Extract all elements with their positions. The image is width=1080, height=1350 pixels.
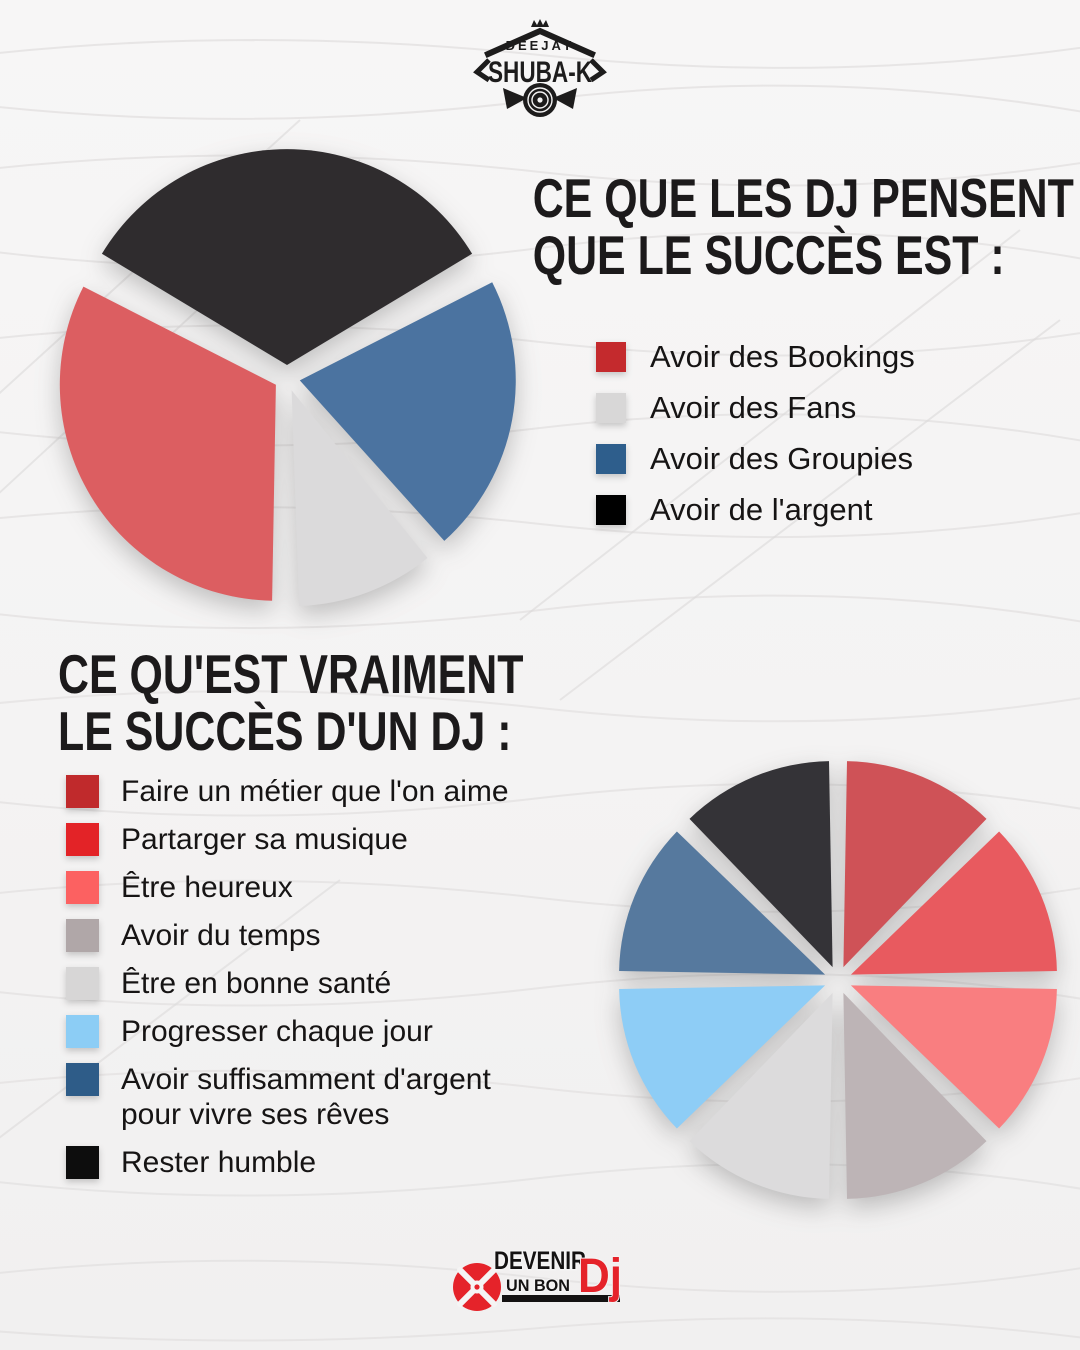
deejay-shubak-logo: DEEJAY SHUBA-K — [473, 19, 607, 117]
legend-item-musique: Partarger sa musique — [66, 822, 566, 857]
pie-slice-partarger-sa-musique — [850, 831, 1057, 975]
pie-slice-avoir-de-l-argent — [101, 149, 473, 365]
legend-label-musique: Partarger sa musique — [121, 823, 408, 856]
legend-swatch-sante — [66, 967, 99, 1000]
legend-label-temps: Avoir du temps — [121, 919, 321, 952]
legend-label-metier: Faire un métier que l'on aime — [121, 775, 509, 808]
legend-swatch-argent-reves — [66, 1063, 99, 1096]
section1-title: CE QUE LES DJ PENSENT QUE LE SUCCÈS EST … — [470, 167, 1074, 286]
legend-swatch-temps — [66, 919, 99, 952]
devenir-un-bon-dj-logo: DEVENIR UN BON Dj — [453, 1246, 623, 1311]
footer-logo-line2: UN BON — [506, 1276, 570, 1295]
pie-slice-rester-humble — [689, 761, 833, 968]
legend-label-argent: Avoir de l'argent — [650, 492, 873, 527]
legend-label-bookings: Avoir des Bookings — [650, 339, 915, 374]
legend-item-bookings: Avoir des Bookings — [596, 340, 915, 374]
legend-item-metier: Faire un métier que l'on aime — [66, 774, 566, 809]
legend-item-humble: Rester humble — [66, 1145, 566, 1180]
legend-label-fans: Avoir des Fans — [650, 390, 857, 425]
legend-swatch-groupies — [596, 444, 626, 474]
footer-logo-dj: Dj — [578, 1250, 622, 1303]
legend-item-temps: Avoir du temps — [66, 918, 566, 953]
pie-slice-progresser-chaque-jour — [619, 985, 826, 1129]
pie-slice-avoir-des-bookings — [59, 286, 276, 601]
footer-logo-underline — [502, 1295, 620, 1302]
legend-item-groupies: Avoir des Groupies — [596, 442, 915, 476]
legend-swatch-metier — [66, 775, 99, 808]
pie-slice-etre-heureux — [850, 985, 1057, 1129]
pie-chart-real-dj-success — [619, 761, 1057, 1199]
crown-icon — [531, 19, 549, 27]
section1-title-line2: QUE LE SUCCÈS EST : — [532, 224, 1005, 286]
section1-title-line1: CE QUE LES DJ PENSENT — [532, 167, 1074, 229]
section2-title: CE QU'EST VRAIMENT LE SUCCÈS D'UN DJ : — [58, 646, 618, 760]
section1-legend: Avoir des Bookings Avoir des Fans Avoir … — [596, 340, 915, 544]
pie-chart-what-djs-think — [59, 149, 516, 606]
legend-label-argent-reves: Avoir suffisamment d'argent pour vivre s… — [121, 1063, 491, 1131]
pie-slice-avoir-des-fans — [291, 390, 428, 606]
section2-title-line1: CE QU'EST VRAIMENT — [58, 643, 524, 705]
legend-label-groupies: Avoir des Groupies — [650, 441, 914, 476]
legend-item-fans: Avoir des Fans — [596, 391, 915, 425]
vinyl-disc-icon — [453, 1263, 501, 1311]
pie-slice-faire-un-metier-que-l-on-aime — [843, 761, 987, 968]
legend-swatch-bookings — [596, 342, 626, 372]
pie-slice-avoir-suffisamment-d-argent-pour-vivre-ses-reves — [619, 831, 826, 975]
legend-label-humble: Rester humble — [121, 1146, 317, 1179]
badge-top-text: DEEJAY — [506, 38, 575, 53]
vinyl-icon — [503, 83, 577, 117]
pie-slice-etre-en-bonne-sante — [689, 992, 833, 1199]
pie-slice-avoir-du-temps — [843, 992, 987, 1199]
legend-item-progresser: Progresser chaque jour — [66, 1014, 566, 1049]
legend-swatch-fans — [596, 393, 626, 423]
footer-logo-line1: DEVENIR — [494, 1247, 586, 1275]
legend-label-progresser: Progresser chaque jour — [121, 1015, 433, 1048]
legend-label-sante: Être en bonne santé — [121, 967, 392, 1000]
section2-legend: Faire un métier que l'on aime Partarger … — [66, 774, 566, 1193]
legend-swatch-humble — [66, 1146, 99, 1179]
legend-item-argent-reves: Avoir suffisamment d'argent pour vivre s… — [66, 1062, 566, 1132]
legend-swatch-progresser — [66, 1015, 99, 1048]
legend-item-argent: Avoir de l'argent — [596, 493, 915, 527]
legend-item-heureux: Être heureux — [66, 870, 566, 905]
legend-swatch-musique — [66, 823, 99, 856]
legend-swatch-heureux — [66, 871, 99, 904]
legend-label-heureux: Être heureux — [121, 871, 293, 904]
section2-title-line2: LE SUCCÈS D'UN DJ : — [58, 700, 512, 762]
legend-item-sante: Être en bonne santé — [66, 966, 566, 1001]
legend-swatch-argent — [596, 495, 626, 525]
pie-slice-avoir-des-groupies — [299, 282, 516, 541]
